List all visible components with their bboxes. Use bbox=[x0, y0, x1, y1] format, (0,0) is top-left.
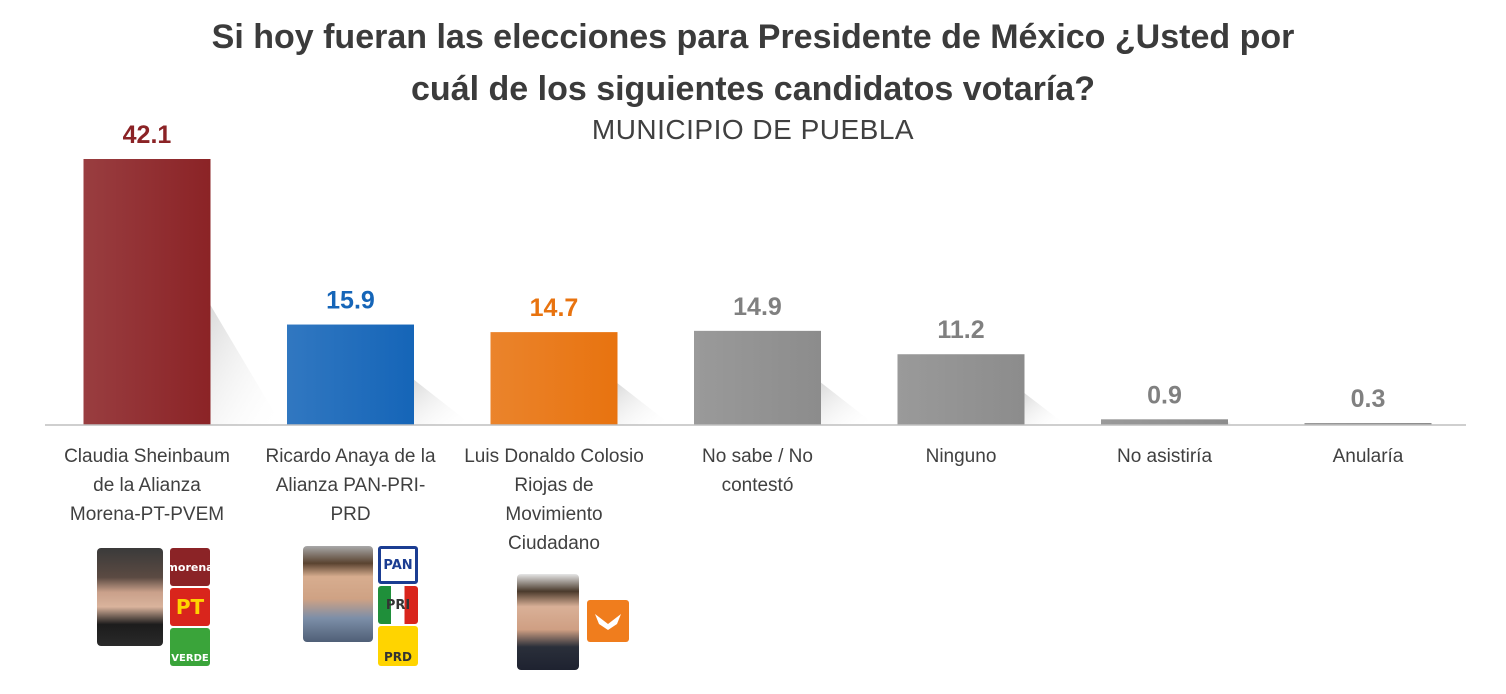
bar-shadow bbox=[1431, 423, 1433, 425]
candidate-photo-anaya bbox=[303, 546, 373, 642]
category-label-line: No sabe / No bbox=[702, 446, 813, 467]
category-label-line: No asistiría bbox=[1116, 446, 1213, 467]
chart-title-line-1: Si hoy fueran las elecciones para Presid… bbox=[211, 18, 1295, 56]
category-label-line: Anularía bbox=[1332, 446, 1404, 467]
bar bbox=[1304, 423, 1432, 425]
data-label: 42.1 bbox=[123, 121, 172, 149]
category-label-line: Ninguno bbox=[925, 446, 997, 467]
data-label: 0.9 bbox=[1147, 381, 1182, 409]
party-logo-morena: morena bbox=[166, 548, 214, 586]
category-label-line: PRD bbox=[330, 504, 371, 525]
data-label: 11.2 bbox=[937, 316, 984, 344]
category-label-line: Claudia Sheinbaum bbox=[64, 446, 230, 467]
category-label-line: Riojas de bbox=[514, 475, 594, 496]
party-logo-prd: PRD bbox=[378, 626, 418, 666]
bar bbox=[287, 324, 414, 425]
category-label: Anularía bbox=[1268, 442, 1468, 471]
bar-shadow bbox=[617, 383, 669, 425]
bar-shadow bbox=[414, 379, 470, 425]
party-logo-pt: PT bbox=[170, 588, 210, 626]
bar bbox=[1101, 419, 1228, 425]
bar bbox=[83, 159, 211, 425]
category-label-line: Luis Donaldo Colosio bbox=[464, 446, 644, 467]
category-label-line: Morena-PT-PVEM bbox=[69, 504, 225, 525]
data-label: 15.9 bbox=[326, 287, 375, 315]
party-logo-pan: PAN bbox=[378, 546, 418, 584]
bar bbox=[897, 354, 1025, 425]
category-label-line: Ciudadano bbox=[508, 533, 600, 554]
party-logo-pri: PRI bbox=[378, 586, 418, 624]
category-label: Ricardo Anaya de la Alianza PAN-PRI- PRD bbox=[251, 442, 451, 529]
data-label: 14.9 bbox=[733, 293, 782, 321]
eagle-icon bbox=[595, 614, 621, 630]
candidate-photo-sheinbaum bbox=[97, 548, 163, 646]
bar-shadow bbox=[210, 305, 281, 425]
category-label-line: de la Alianza bbox=[93, 475, 201, 496]
bar-shadow bbox=[1024, 393, 1064, 425]
category-label: Claudia Sheinbaum de la Alianza Morena-PT-… bbox=[47, 442, 247, 529]
bar bbox=[694, 330, 821, 425]
data-label: 0.3 bbox=[1351, 385, 1386, 413]
party-logo-verde: VERDE bbox=[170, 628, 210, 666]
category-label: No sabe / No contestó bbox=[658, 442, 858, 500]
category-label-line: Movimiento bbox=[505, 504, 603, 525]
category-label: No asistiría bbox=[1065, 442, 1265, 471]
category-label: Luis Donaldo Colosio Riojas de Movimiento C… bbox=[454, 442, 654, 558]
chart-subtitle: MUNICIPIO DE PUEBLA bbox=[591, 114, 915, 145]
bar-shadow bbox=[821, 382, 873, 425]
data-label: 14.7 bbox=[530, 294, 579, 322]
category-label: Ninguno bbox=[861, 442, 1061, 471]
bar bbox=[490, 332, 618, 425]
category-label-line: contestó bbox=[721, 475, 794, 496]
party-logo-movimiento-ciudadano bbox=[587, 600, 629, 642]
category-label-line: Ricardo Anaya de la bbox=[265, 446, 436, 467]
category-label-line: Alianza PAN-PRI- bbox=[275, 475, 426, 496]
candidate-photo-colosio bbox=[517, 574, 579, 670]
chart-title-line-2: cuál de los siguientes candidatos votarí… bbox=[411, 70, 1095, 108]
